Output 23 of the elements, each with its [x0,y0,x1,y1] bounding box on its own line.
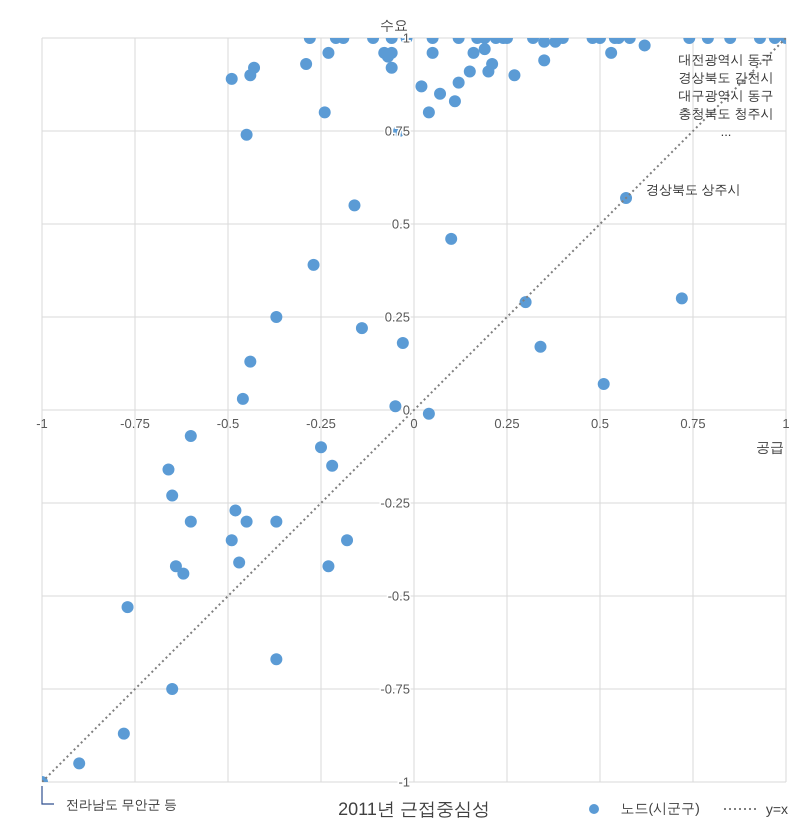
x-tick-label: -0.75 [120,416,150,431]
x-tick-label: 0.25 [494,416,520,431]
x-tick-label: -1 [36,416,48,431]
text: 2011년 근접중심성 [338,799,490,819]
y-tick-label: 0.5 [392,216,410,232]
legend-label: y=x [766,801,788,817]
x-tick-label: -0.25 [306,416,336,431]
x-tick-label: 0.75 [680,416,706,431]
y-tick-label: 0 [402,402,410,418]
annotation: 전라남도 무안군 등 [66,797,178,812]
y-tick-label: -0.5 [388,588,410,604]
y-tick-label: -1 [398,774,410,790]
x-tick-label: 0.5 [590,416,610,431]
x-tick-label: 1 [782,416,790,431]
x-tick-label: -0.5 [216,416,240,431]
y-tick-label: -0.75 [380,682,410,697]
annotation: 경상북도 상주시 [646,182,741,197]
y-tick-label: -0.25 [380,496,410,511]
y-tick-label: 0.25 [384,310,410,325]
annotation: 대전광역시 동구 경상북도 김천시 대구광역시 동구 충청북도 청주시 ... [678,52,774,139]
y-axis-title: 수요 [380,17,408,33]
x-axis-title: 공급 [756,439,784,455]
legend-label: 노드(시군구) [620,800,700,818]
